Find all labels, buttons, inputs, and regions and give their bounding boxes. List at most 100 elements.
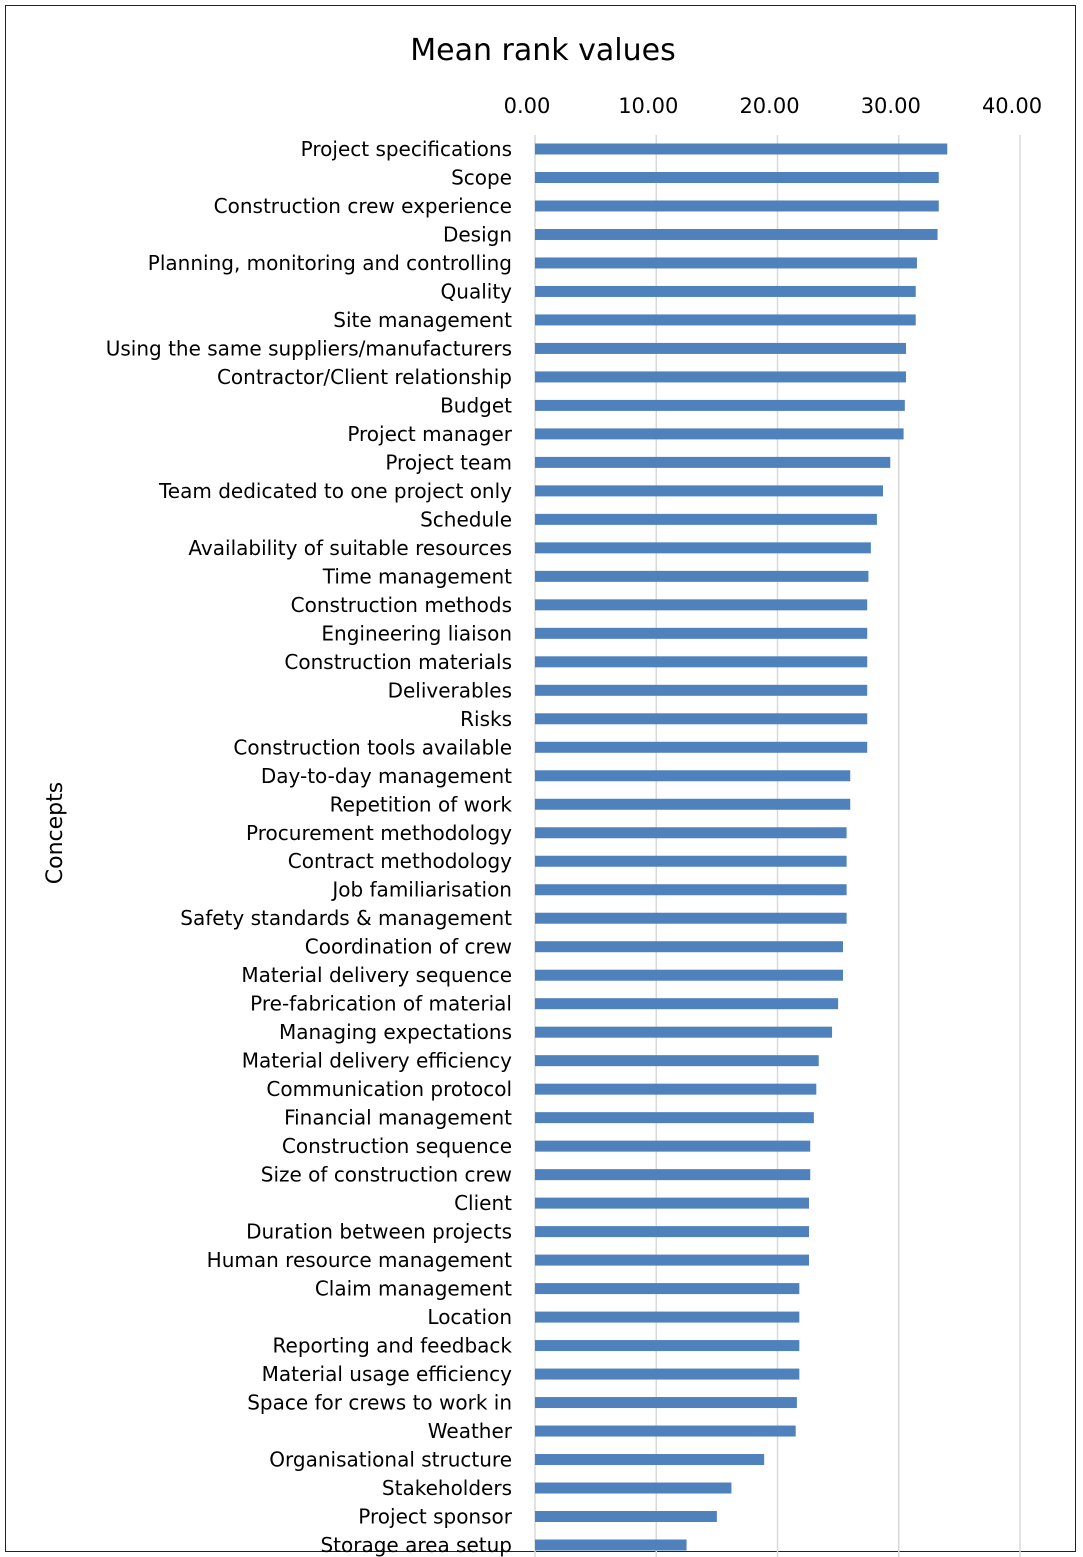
category-label: Planning, monitoring and controlling [148, 251, 512, 275]
bar [535, 314, 916, 326]
category-label: Managing expectations [279, 1020, 512, 1044]
category-label: Day-to-day management [261, 764, 512, 788]
category-label: Project manager [347, 422, 512, 446]
category-label: Budget [440, 393, 512, 417]
category-label: Quality [441, 279, 513, 303]
category-label: Weather [428, 1419, 513, 1443]
chart-title: Mean rank values [410, 33, 676, 68]
bar [535, 1482, 732, 1494]
bar [535, 1083, 817, 1095]
category-label: Scope [451, 165, 512, 189]
category-label: Project sponsor [358, 1505, 512, 1529]
bar [535, 912, 847, 924]
category-label: Risks [460, 707, 512, 731]
category-label: Client [454, 1191, 512, 1215]
x-axis-ticks: 0.00 10.00 20.00 30.00 40.00 [504, 94, 1042, 118]
category-label: Material delivery sequence [241, 963, 512, 987]
category-label: Location [427, 1305, 512, 1329]
bar [535, 1454, 765, 1466]
category-label: Space for crews to work in [247, 1391, 512, 1415]
bar [535, 171, 939, 183]
y-axis-label: Concepts [43, 782, 68, 884]
bar [535, 1169, 811, 1181]
bar [535, 1368, 800, 1380]
category-label: Material usage efficiency [262, 1362, 512, 1386]
category-label: Construction materials [284, 650, 512, 674]
bar [535, 1254, 810, 1266]
bar [535, 342, 907, 354]
bar [535, 1140, 811, 1152]
bar [535, 713, 868, 725]
bar [535, 969, 843, 981]
bar [535, 1226, 810, 1238]
bar [535, 1425, 796, 1437]
category-label: Using the same suppliers/manufacturers [106, 336, 512, 360]
category-label: Pre-fabrication of material [250, 992, 512, 1016]
category-label: Storage area setup [320, 1533, 512, 1557]
bar [535, 371, 907, 383]
bar [535, 884, 847, 896]
bar [535, 1511, 717, 1523]
category-label: Site management [333, 308, 512, 332]
bar [535, 684, 868, 696]
category-label: Construction tools available [233, 735, 512, 759]
category-label: Deliverables [388, 678, 512, 702]
bar [535, 1112, 814, 1124]
category-label: Communication protocol [266, 1077, 512, 1101]
category-label: Financial management [284, 1106, 512, 1130]
category-label: Project team [385, 450, 512, 474]
bar [535, 741, 868, 753]
category-label: Contractor/Client relationship [217, 365, 512, 389]
category-label: Engineering liaison [321, 621, 512, 645]
category-label: Duration between projects [246, 1220, 512, 1244]
category-label: Job familiarisation [330, 878, 512, 902]
category-label: Material delivery efficiency [242, 1049, 512, 1073]
bar [535, 770, 851, 782]
bar [535, 599, 868, 611]
bar [535, 941, 843, 953]
category-label: Construction crew experience [214, 194, 512, 218]
category-label: Safety standards & management [180, 906, 512, 930]
x-tick-label: 40.00 [982, 94, 1042, 118]
bar [535, 855, 847, 867]
bar [535, 456, 891, 468]
x-tick-label: 10.00 [618, 94, 678, 118]
bar [535, 143, 948, 155]
bar [535, 1055, 819, 1067]
bar [535, 285, 916, 297]
category-label: Contract methodology [288, 849, 512, 873]
category-label: Availability of suitable resources [188, 536, 512, 560]
bar [535, 228, 938, 240]
category-label: Construction sequence [282, 1134, 512, 1158]
category-label: Construction methods [291, 593, 512, 617]
category-label: Design [443, 222, 512, 246]
bar [535, 428, 904, 440]
bar [535, 200, 939, 212]
bar [535, 485, 883, 497]
bar [535, 1283, 800, 1295]
category-label: Organisational structure [269, 1448, 512, 1472]
category-label: Human resource management [207, 1248, 512, 1272]
x-tick-label: 0.00 [504, 94, 551, 118]
category-label: Project specifications [301, 137, 512, 161]
bar [535, 827, 847, 839]
category-label: Claim management [315, 1277, 512, 1301]
bar [535, 998, 839, 1010]
bar [535, 798, 851, 810]
bar [535, 1340, 800, 1352]
bar [535, 399, 905, 411]
category-label: Schedule [420, 507, 512, 531]
bar [535, 1397, 797, 1409]
bar [535, 570, 869, 582]
category-label: Coordination of crew [305, 935, 512, 959]
x-tick-label: 20.00 [739, 94, 799, 118]
category-label: Team dedicated to one project only [158, 479, 512, 503]
category-label: Size of construction crew [261, 1163, 512, 1187]
category-label: Repetition of work [330, 792, 513, 816]
bar [535, 513, 877, 525]
bar [535, 627, 868, 639]
category-label: Reporting and feedback [273, 1334, 513, 1358]
bar [535, 656, 868, 668]
category-label: Procurement methodology [246, 821, 512, 845]
category-label: Stakeholders [382, 1476, 512, 1500]
